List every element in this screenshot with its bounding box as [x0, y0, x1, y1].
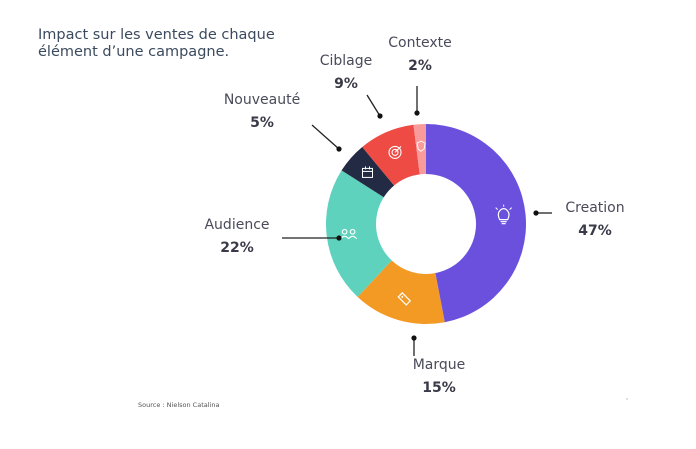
- chart-title-line-1: Impact sur les ventes de chaque: [38, 27, 275, 43]
- slice-value-nouveaute: 5%: [250, 115, 274, 131]
- slice-label-ciblage: Ciblage: [320, 53, 373, 69]
- slice-label-contexte: Contexte: [388, 35, 451, 51]
- leader-lines: [282, 86, 552, 356]
- source-note: Source : Nielson Catalina: [138, 401, 220, 409]
- slice-audience: [326, 170, 392, 297]
- chart-title-line-2: élément d’une campagne.: [38, 44, 230, 60]
- tag-icon: [397, 292, 412, 306]
- slice-label-nouveaute: Nouveauté: [224, 92, 300, 108]
- target-icon: [388, 145, 402, 159]
- page-mark: ,: [626, 394, 628, 401]
- shield-icon: [416, 140, 426, 152]
- slice-value-ciblage: 9%: [334, 76, 358, 92]
- leader-dot-nouveaute: [336, 146, 342, 152]
- slice-ciblage: [362, 124, 420, 186]
- donut-slices: [326, 124, 526, 324]
- slice-value-marque: 15%: [422, 380, 456, 396]
- calendar-icon: [361, 166, 373, 178]
- leader-dot-audience: [336, 235, 342, 241]
- slice-value-audience: 22%: [220, 240, 254, 256]
- slice-label-marque: Marque: [413, 357, 466, 373]
- slice-marque: [357, 260, 445, 324]
- leader-dot-ciblage: [377, 113, 383, 119]
- leader-dot-contexte: [414, 110, 420, 116]
- leader-dot-creation: [533, 210, 539, 216]
- slice-contexte: [413, 124, 426, 175]
- leader-line-ciblage: [366, 94, 381, 117]
- slice-value-contexte: 2%: [408, 58, 432, 74]
- slice-labels: Creation 47% Marque 15% Audience 22% Nouveauté…: [204, 35, 624, 396]
- slice-label-creation: Creation: [565, 200, 624, 216]
- leader-line-nouveaute: [311, 124, 340, 150]
- leader-dot-marque: [411, 335, 417, 341]
- slice-creation: [426, 124, 526, 323]
- slice-value-creation: 47%: [578, 223, 612, 239]
- chart-title: Impact sur les ventes de chaque élément …: [38, 27, 298, 61]
- slice-nouveaute: [341, 146, 395, 198]
- lightbulb-icon: [495, 204, 513, 225]
- slice-label-audience: Audience: [204, 217, 269, 233]
